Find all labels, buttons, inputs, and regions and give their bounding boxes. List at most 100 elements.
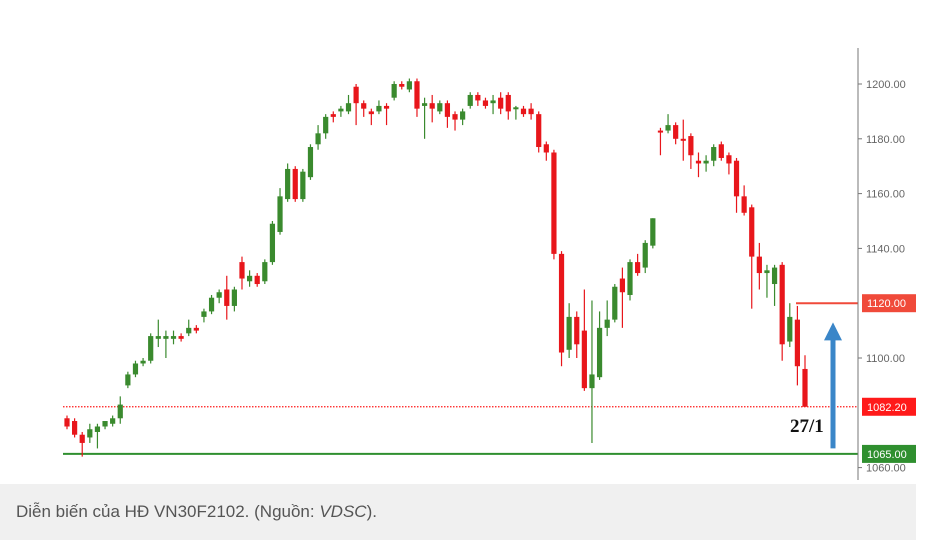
- candle-body: [429, 103, 435, 109]
- candle: [345, 94, 352, 115]
- candle: [391, 81, 397, 101]
- candle-body: [490, 100, 496, 104]
- price-levels: [63, 302, 858, 455]
- candle: [208, 294, 215, 315]
- candle-body: [574, 316, 580, 345]
- candle: [787, 303, 793, 348]
- candle-body: [338, 108, 344, 112]
- y-tick-label: 1140.00: [866, 243, 905, 255]
- candle-body: [155, 336, 161, 339]
- candle: [642, 240, 648, 274]
- candle-body: [619, 278, 626, 293]
- candle: [596, 311, 603, 380]
- candle-body: [604, 319, 610, 328]
- candle: [300, 168, 306, 202]
- candle: [505, 92, 511, 120]
- candle-body: [201, 311, 207, 317]
- candle: [155, 319, 161, 348]
- candle: [186, 319, 192, 337]
- candle-body: [695, 160, 702, 164]
- candle: [429, 94, 435, 123]
- candle: [406, 78, 412, 93]
- candle: [231, 286, 237, 312]
- candle: [771, 264, 778, 306]
- candle: [749, 204, 755, 309]
- candle: [285, 163, 291, 202]
- candle: [635, 253, 641, 276]
- candle-body: [741, 196, 747, 213]
- candle: [513, 105, 519, 120]
- candle: [726, 152, 732, 175]
- candle-body: [498, 97, 504, 109]
- y-tick-label: 1200.00: [866, 79, 906, 91]
- candle-body: [627, 262, 633, 295]
- candle-body: [391, 84, 397, 98]
- candle: [650, 218, 656, 249]
- y-tick-label: 1060.00: [866, 463, 906, 475]
- y-tick-label: 1160.00: [866, 189, 905, 201]
- candle: [558, 251, 565, 367]
- candle-body: [543, 144, 549, 153]
- candle: [315, 125, 321, 150]
- candle-body: [399, 84, 405, 87]
- candle: [64, 415, 70, 430]
- candle: [246, 270, 253, 287]
- candle-body: [589, 374, 595, 389]
- arrow-head-icon: [824, 322, 842, 341]
- candle: [399, 81, 405, 90]
- candle-body: [178, 336, 184, 339]
- candle-body: [596, 327, 603, 378]
- candle: [490, 94, 496, 115]
- candle: [543, 141, 549, 161]
- candle: [353, 84, 359, 126]
- candle-body: [437, 103, 443, 112]
- candle: [627, 259, 633, 301]
- candle-body: [581, 330, 587, 389]
- candle: [148, 333, 154, 364]
- candle-body: [94, 426, 101, 432]
- candle: [376, 100, 382, 115]
- candle: [361, 100, 367, 117]
- candle: [703, 155, 709, 172]
- candle: [94, 423, 101, 449]
- candle: [581, 289, 587, 391]
- candle: [695, 152, 702, 178]
- candle: [536, 111, 542, 153]
- candle-body: [711, 147, 717, 161]
- candle: [794, 305, 800, 386]
- candle-body: [285, 168, 291, 200]
- candle-body: [787, 316, 793, 342]
- candle-body: [703, 160, 709, 164]
- candle: [741, 185, 747, 216]
- candle-body: [254, 275, 260, 285]
- candle: [292, 166, 298, 202]
- candle-body: [307, 147, 314, 178]
- candle: [551, 149, 557, 260]
- candle-body: [64, 418, 70, 427]
- candle: [72, 418, 78, 438]
- candle-body: [208, 297, 215, 312]
- candle-body: [406, 81, 412, 90]
- candle-body: [216, 292, 222, 298]
- candle: [733, 157, 740, 213]
- candle: [764, 264, 770, 298]
- y-tick-label: 1180.00: [866, 134, 905, 146]
- candle-body: [421, 103, 428, 106]
- candle-body: [330, 114, 336, 117]
- candle-body: [368, 111, 374, 115]
- candle: [368, 108, 374, 126]
- candle-body: [361, 103, 367, 109]
- candle-body: [125, 374, 131, 386]
- candle: [604, 300, 610, 337]
- candle-body: [269, 223, 276, 263]
- candle: [444, 100, 451, 128]
- candle: [619, 267, 626, 328]
- candle-body: [764, 270, 770, 274]
- candle: [589, 300, 595, 443]
- candle-body: [718, 144, 724, 158]
- candle-body: [383, 105, 390, 109]
- candle-body: [315, 133, 321, 145]
- candle: [323, 114, 329, 139]
- price-tag: [862, 444, 916, 463]
- candle-body: [117, 404, 123, 419]
